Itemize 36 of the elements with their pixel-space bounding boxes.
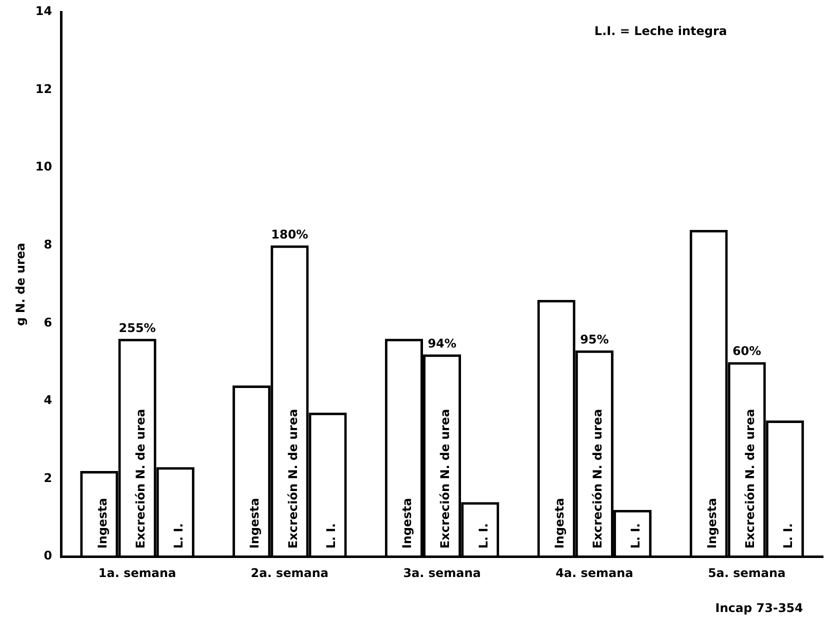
x-tick-label: 2a. semana [250,566,329,580]
series-label: Ingesta [95,498,110,549]
x-tick-label: 1a. semana [98,566,176,580]
text: Excreción N. de urea [286,408,300,549]
annotation: 255% [118,320,156,335]
text: Ingesta [248,498,262,549]
annotation: 180% [271,228,308,242]
y-tick-label: 8 [44,238,52,252]
text: Ingesta [552,498,566,549]
y-tick-label: 2 [44,470,52,485]
x-tick-label: 5a. semana [708,566,786,580]
text: Excreción N. de urea [590,408,605,549]
y-tick-label: 10 [35,160,52,174]
y-tick-label: 4 [44,393,52,408]
text: Excreción N. de urea [438,408,452,549]
annotation: 95% [580,332,609,347]
series-label: Excreción N. de urea [133,408,148,549]
annotation: 94% [428,336,456,350]
text: Incap 73-354 [715,601,803,616]
text: L. I. [628,523,643,549]
y-tick-label: 12 [35,82,52,96]
text: L. I. [324,523,338,549]
y-tick-label: 14 [35,4,52,18]
text: L. I. [781,523,796,549]
y-tick-label: 0 [44,548,52,563]
annotation: L.I. = Leche integra [594,24,727,38]
text: Ingesta [400,498,414,549]
x-tick-label: 4a. semana [556,566,634,580]
x-tick-label: 3a. semana [403,566,481,580]
text: Excreción N. de urea [742,408,757,549]
text: L. I. [476,523,490,549]
text: Ingesta [704,498,719,549]
annotation: 60% [732,344,762,358]
y-axis-title: g N. de urea [13,242,28,326]
series-label: L. I. [172,523,186,549]
y-tick-label: 6 [44,315,52,330]
